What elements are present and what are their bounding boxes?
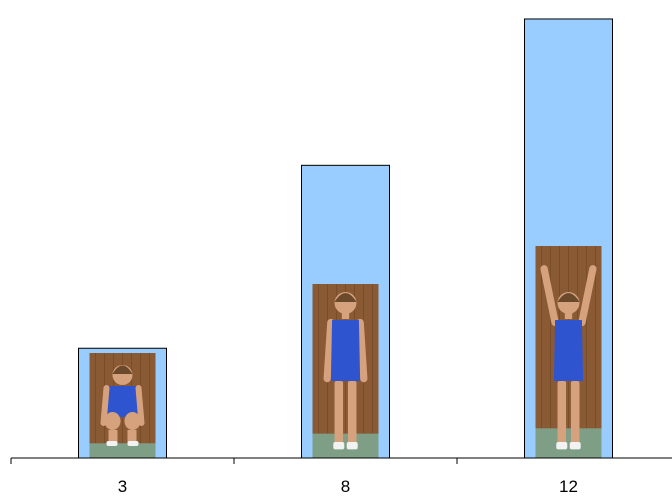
- x-tick-label: 12: [559, 477, 578, 496]
- arms-raised-boy-photo: [535, 246, 602, 458]
- x-axis-ticks: [10, 458, 458, 464]
- x-tick-label: 3: [118, 477, 127, 496]
- x-axis-tick-labels: 3 8 12: [118, 477, 578, 496]
- x-axis: 3 8 12: [10, 457, 672, 496]
- crouching-boy-photo: [89, 353, 156, 458]
- standing-boy-photo: [312, 284, 379, 458]
- x-tick-label: 8: [341, 477, 350, 496]
- photos-layer: [89, 246, 602, 458]
